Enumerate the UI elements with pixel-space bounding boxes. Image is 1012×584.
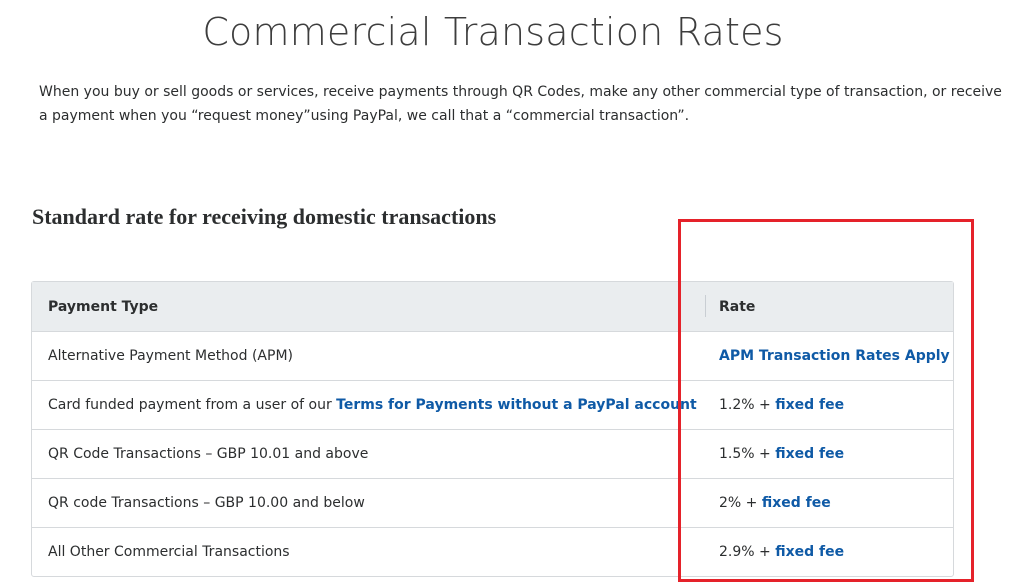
- table-row: All Other Commercial Transactions 2.9% +…: [32, 527, 953, 576]
- rate-cell: 2.9% + fixed fee: [719, 528, 844, 576]
- payment-type-cell: All Other Commercial Transactions: [48, 528, 290, 576]
- intro-line-1: When you buy or sell goods or services, …: [39, 84, 1002, 100]
- payment-type-cell: QR Code Transactions – GBP 10.01 and abo…: [48, 430, 368, 478]
- intro-paragraph: When you buy or sell goods or services, …: [39, 80, 1002, 128]
- payment-type-text: All Other Commercial Transactions: [48, 544, 290, 560]
- payment-type-text: Alternative Payment Method (APM): [48, 348, 293, 364]
- section-heading: Standard rate for receiving domestic tra…: [32, 204, 497, 229]
- payment-type-text: Card funded payment from a user of our: [48, 397, 337, 413]
- rate-value: 1.2% +: [719, 397, 776, 413]
- rate-value: 2% +: [719, 495, 762, 511]
- payment-type-cell: Alternative Payment Method (APM): [48, 332, 293, 380]
- payment-type-cell: Card funded payment from a user of our T…: [48, 381, 697, 429]
- rate-cell: 1.5% + fixed fee: [719, 430, 844, 478]
- header-payment-type: Payment Type: [48, 298, 159, 315]
- rate-cell: 2% + fixed fee: [719, 479, 831, 527]
- intro-line-2: a payment when you “request money”using …: [39, 108, 690, 124]
- fixed-fee-link[interactable]: fixed fee: [775, 544, 845, 560]
- fixed-fee-link[interactable]: fixed fee: [775, 397, 845, 413]
- table-row: QR code Transactions – GBP 10.00 and bel…: [32, 478, 953, 527]
- table-header-row: Payment Type Rate: [32, 282, 953, 331]
- rate-cell: 1.2% + fixed fee: [719, 381, 844, 429]
- rate-value: 2.9% +: [719, 544, 776, 560]
- table-row: Card funded payment from a user of our T…: [32, 380, 953, 429]
- rate-cell: APM Transaction Rates Apply: [719, 332, 950, 380]
- table-row: QR Code Transactions – GBP 10.01 and abo…: [32, 429, 953, 478]
- fixed-fee-link[interactable]: fixed fee: [761, 495, 831, 511]
- rate-value: 1.5% +: [719, 446, 776, 462]
- fixed-fee-link[interactable]: fixed fee: [775, 446, 845, 462]
- terms-payments-link[interactable]: Terms for Payments without a PayPal acco…: [336, 397, 697, 413]
- table-row: Alternative Payment Method (APM) APM Tra…: [32, 331, 953, 380]
- apm-rates-link[interactable]: APM Transaction Rates Apply: [719, 348, 950, 364]
- payment-type-text: QR code Transactions – GBP 10.00 and bel…: [48, 495, 365, 511]
- page-title: Commercial Transaction Rates: [202, 10, 784, 54]
- rates-table: Payment Type Rate Alternative Payment Me…: [31, 281, 954, 577]
- header-rate: Rate: [704, 282, 755, 331]
- payment-type-text: QR Code Transactions – GBP 10.01 and abo…: [48, 446, 369, 462]
- payment-type-cell: QR code Transactions – GBP 10.00 and bel…: [48, 479, 365, 527]
